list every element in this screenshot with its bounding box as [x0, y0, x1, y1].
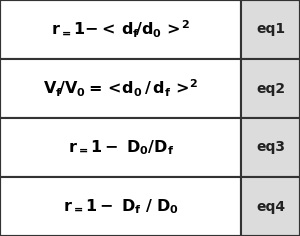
Bar [242, 118, 300, 177]
Text: eq2: eq2 [256, 81, 285, 96]
Bar [0, 177, 242, 236]
Bar [0, 59, 242, 118]
Text: eq1: eq1 [256, 22, 285, 37]
Text: eq4: eq4 [256, 199, 285, 214]
Text: $\mathbf{r_{=}1 \!-\! <\! \ d_f\!/d_0\ \!>^{\!2}}$: $\mathbf{r_{=}1 \!-\! <\! \ d_f\!/d_0\ \… [51, 19, 190, 40]
Text: eq3: eq3 [256, 140, 285, 155]
Text: $\mathbf{r_{=}1 - \ D_0 / D_f}$: $\mathbf{r_{=}1 - \ D_0 / D_f}$ [68, 138, 174, 157]
Bar [242, 0, 300, 59]
Text: $\mathbf{r_{=}1 - \ D_f \ / \ D_0}$: $\mathbf{r_{=}1 - \ D_f \ / \ D_0}$ [63, 197, 179, 216]
Bar [242, 177, 300, 236]
Text: $\mathbf{V_f\!/V_0 = <\!d_0\,/\,d_f\,>^{\!2}}$: $\mathbf{V_f\!/V_0 = <\!d_0\,/\,d_f\,>^{… [43, 78, 199, 99]
Bar [0, 118, 242, 177]
Bar [242, 59, 300, 118]
Bar [0, 0, 242, 59]
